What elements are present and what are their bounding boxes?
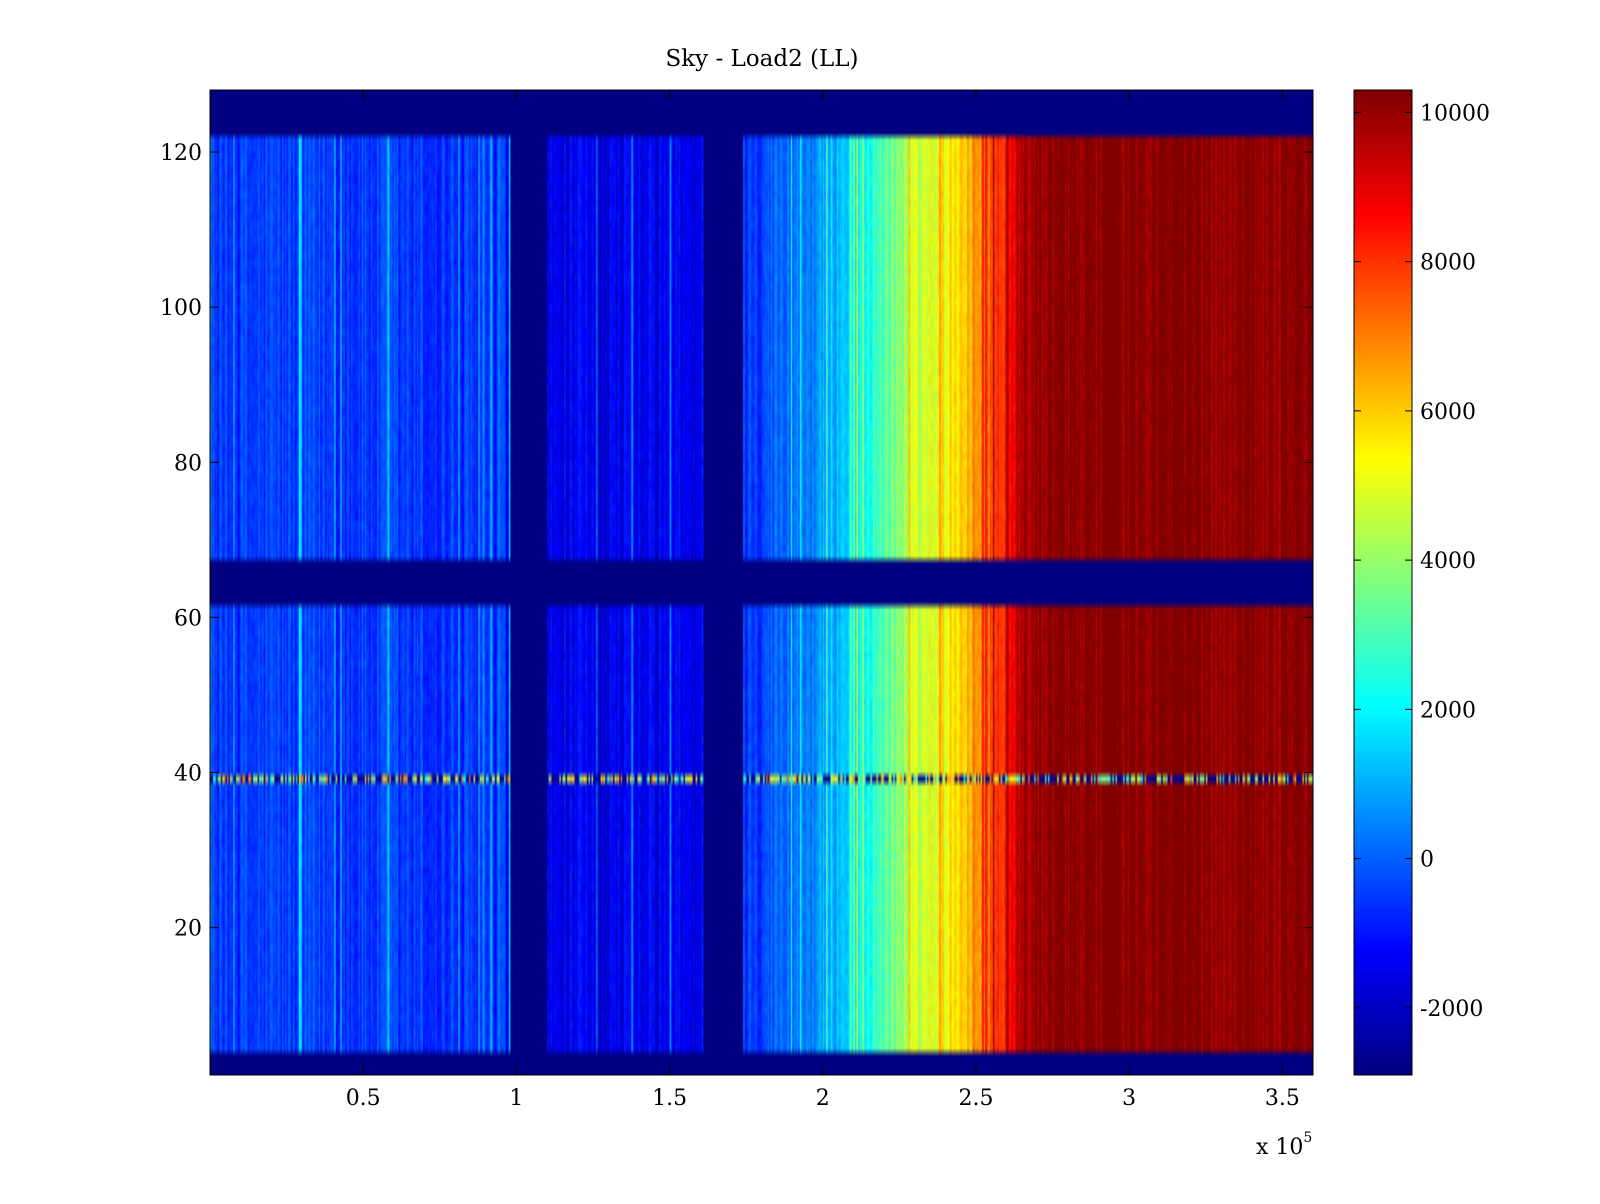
- colorbar-frame: [1353, 89, 1413, 1076]
- colorbar-tick-label: 2000: [1420, 698, 1476, 723]
- y-tick-label: 40: [174, 762, 202, 787]
- colorbar-tick-label: 0: [1420, 848, 1434, 873]
- colorbar-tick-label: 6000: [1420, 400, 1476, 425]
- heatmap-image: [210, 90, 1313, 1075]
- colorbar-image: [1354, 90, 1412, 1075]
- colorbar-tick-label: 8000: [1420, 251, 1476, 276]
- x-tick-label: 3: [1122, 1086, 1136, 1111]
- x-tick-label: 3.5: [1265, 1086, 1300, 1111]
- colorbar-tick-label: 4000: [1420, 549, 1476, 574]
- x-axis-multiplier-exponent: 5: [1303, 1130, 1312, 1146]
- y-tick-label: 60: [174, 606, 202, 631]
- chart-title: Sky - Load2 (LL): [665, 46, 858, 72]
- y-tick-label: 80: [174, 451, 202, 476]
- y-tick-label: 120: [160, 141, 202, 166]
- x-tick-label: 2.5: [958, 1086, 993, 1111]
- x-axis: 0.5 1 1.5 2 2.5 3 3.5: [346, 90, 1300, 1111]
- y-tick-label: 100: [160, 296, 202, 321]
- y-axis: 20 40 60 80 100 120: [160, 141, 1313, 942]
- colorbar-tick-label: 10000: [1420, 101, 1490, 126]
- plot-frame: [209, 89, 1314, 1076]
- x-tick-label: 2: [816, 1086, 830, 1111]
- x-axis-multiplier: x 105: [1256, 1130, 1312, 1160]
- colorbar-axis: -2000 0 2000 4000 6000 8000 10000: [1354, 101, 1490, 1022]
- x-tick-label: 0.5: [346, 1086, 381, 1111]
- y-tick-label: 20: [174, 917, 202, 942]
- x-tick-label: 1.5: [652, 1086, 687, 1111]
- colorbar-tick-label: -2000: [1420, 997, 1483, 1022]
- x-tick-label: 1: [509, 1086, 523, 1111]
